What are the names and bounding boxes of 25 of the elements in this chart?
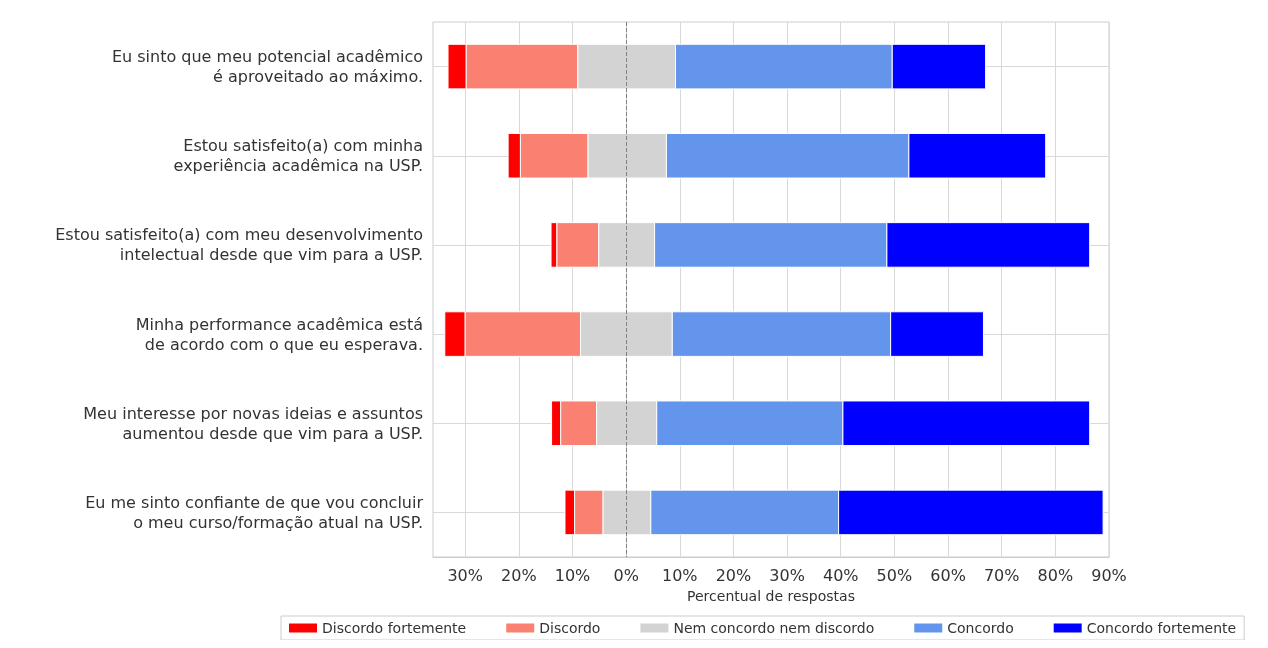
x-tick-label: 70% — [983, 565, 1020, 585]
x-tick-label: 90% — [1091, 565, 1127, 585]
x-tick-label: 30% — [447, 565, 483, 585]
legend-label: Concordo fortemente — [1086, 620, 1237, 636]
x-tick-label: 10% — [662, 565, 698, 585]
x-tick-label: 10% — [554, 565, 591, 585]
y-tick-label: Meu interesse por novas ideias e assuntos aumentou desde que vim para a USP. — [83, 403, 423, 443]
x-tick-label: 80% — [1037, 565, 1074, 585]
x-tick-label: 60% — [930, 565, 966, 585]
x-tick-label: 50% — [876, 565, 913, 585]
x-axis-title: Percentual de respostas — [687, 588, 855, 604]
y-tick-label: Eu me sinto confiante de que vou concluir o meu curso/formação atual na USP. — [85, 492, 424, 532]
x-tick-label: 40% — [822, 565, 859, 585]
y-tick-label: Estou satisfeito(a) com meu desenvolvimento intelectual desde que vim para a USP. — [55, 225, 423, 265]
y-tick-label: Estou satisfeito(a) com minha experiência acadêmica na USP. — [173, 136, 423, 176]
legend-label: Concordo — [947, 620, 1014, 636]
y-tick-label: Minha performance acadêmica está de acordo com o que eu esperava. — [135, 314, 423, 354]
x-tick-label: 20% — [501, 565, 537, 585]
legend-label: Discordo fortemente — [322, 620, 467, 636]
legend-label: Discordo — [539, 620, 601, 636]
y-tick-label: Eu sinto que meu potencial acadêmico é aproveitado ao máximo. — [111, 47, 423, 87]
x-tick-label: 20% — [715, 565, 752, 585]
x-tick-label: 30% — [769, 565, 805, 585]
x-tick-label: 0% — [613, 565, 639, 585]
legend-label: Nem concordo nem discordo — [673, 620, 875, 636]
